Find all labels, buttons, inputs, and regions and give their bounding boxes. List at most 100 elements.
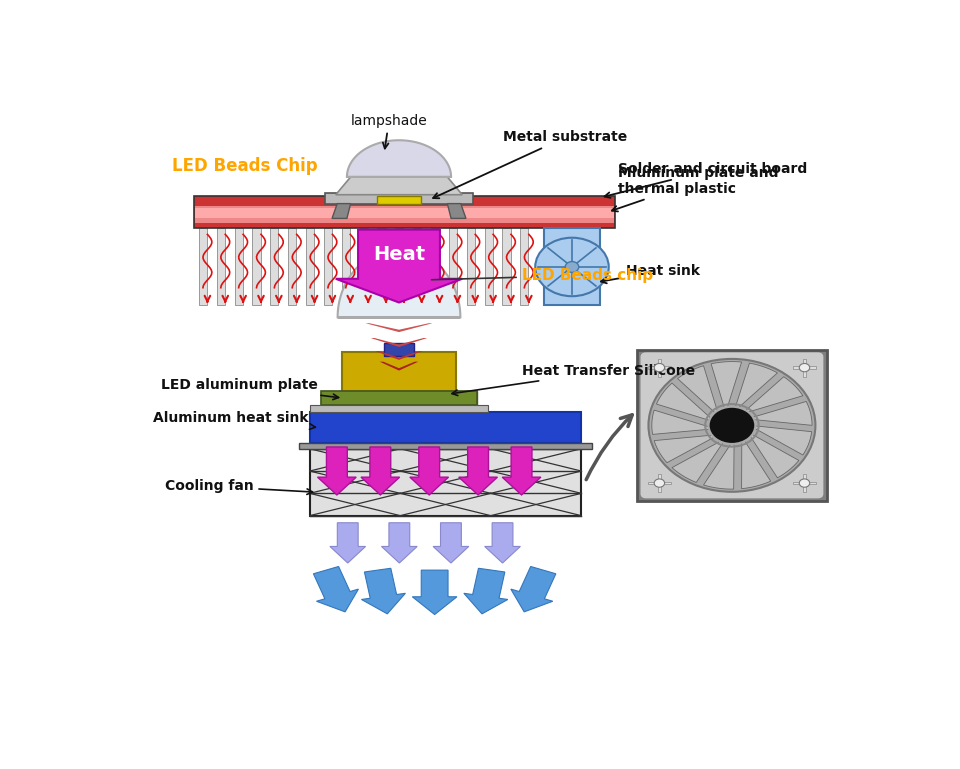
Polygon shape <box>658 358 660 377</box>
Bar <box>310 405 489 412</box>
Bar <box>310 412 581 443</box>
Polygon shape <box>678 366 717 413</box>
Circle shape <box>800 479 809 488</box>
Bar <box>310 449 581 516</box>
Circle shape <box>536 238 609 296</box>
FancyBboxPatch shape <box>637 350 827 501</box>
Text: Aluminum heat sink: Aluminum heat sink <box>154 411 316 429</box>
FancyBboxPatch shape <box>544 228 600 305</box>
Bar <box>449 228 457 305</box>
Text: LED Beads Chip: LED Beads Chip <box>172 158 318 175</box>
Bar <box>321 391 477 405</box>
Polygon shape <box>366 323 432 332</box>
Text: Heat Transfer Silicone: Heat Transfer Silicone <box>452 364 695 395</box>
Bar <box>502 228 511 305</box>
Bar <box>252 228 260 305</box>
Polygon shape <box>741 441 771 488</box>
Polygon shape <box>371 338 427 347</box>
Text: Heat: Heat <box>372 245 425 264</box>
Polygon shape <box>381 523 418 563</box>
Polygon shape <box>318 447 356 495</box>
Bar <box>306 228 314 305</box>
Polygon shape <box>375 351 422 360</box>
Polygon shape <box>464 568 508 614</box>
Text: Solder and circuit board: Solder and circuit board <box>605 162 807 198</box>
Polygon shape <box>735 363 778 408</box>
Bar <box>299 443 592 449</box>
Bar <box>485 228 492 305</box>
Polygon shape <box>485 523 520 563</box>
Polygon shape <box>410 447 448 495</box>
Bar <box>199 228 207 305</box>
FancyBboxPatch shape <box>641 354 823 498</box>
Bar <box>431 228 439 305</box>
Polygon shape <box>657 383 710 421</box>
Polygon shape <box>433 523 468 563</box>
Polygon shape <box>338 249 461 318</box>
Polygon shape <box>502 447 540 495</box>
Text: Cooling fan: Cooling fan <box>165 479 313 494</box>
Bar <box>520 228 528 305</box>
Polygon shape <box>711 361 741 408</box>
Bar <box>324 193 473 204</box>
Circle shape <box>708 407 756 444</box>
Bar <box>271 228 278 305</box>
Polygon shape <box>313 567 358 612</box>
Polygon shape <box>793 482 816 484</box>
Polygon shape <box>511 567 556 612</box>
Polygon shape <box>672 441 723 482</box>
Polygon shape <box>746 377 803 412</box>
Circle shape <box>654 479 664 488</box>
Bar <box>396 228 403 305</box>
Polygon shape <box>336 177 463 195</box>
Bar <box>217 228 225 305</box>
Bar <box>376 196 421 205</box>
Bar <box>467 228 475 305</box>
Bar <box>288 228 297 305</box>
Polygon shape <box>362 568 405 614</box>
Polygon shape <box>648 367 670 369</box>
Bar <box>413 228 421 305</box>
Text: Metal substrate: Metal substrate <box>433 131 628 198</box>
Text: LED aluminum plate: LED aluminum plate <box>161 378 339 400</box>
Polygon shape <box>753 401 812 425</box>
Bar <box>377 228 386 305</box>
Polygon shape <box>652 410 709 434</box>
Polygon shape <box>803 474 806 492</box>
FancyBboxPatch shape <box>342 351 456 392</box>
Text: LED Beads chip: LED Beads chip <box>432 268 653 283</box>
Polygon shape <box>336 230 463 302</box>
Polygon shape <box>793 367 816 369</box>
Polygon shape <box>751 434 799 478</box>
Circle shape <box>565 261 579 272</box>
Polygon shape <box>658 474 660 492</box>
Polygon shape <box>648 482 670 484</box>
Polygon shape <box>803 358 806 377</box>
Text: lampshade: lampshade <box>350 114 427 148</box>
Polygon shape <box>347 140 451 177</box>
Polygon shape <box>654 435 714 463</box>
Polygon shape <box>332 204 350 218</box>
Polygon shape <box>330 523 366 563</box>
Bar <box>234 228 243 305</box>
Polygon shape <box>704 444 734 489</box>
Bar <box>342 228 349 305</box>
Bar <box>384 343 414 356</box>
Polygon shape <box>459 447 497 495</box>
Polygon shape <box>412 570 457 614</box>
Bar <box>321 391 477 405</box>
Circle shape <box>648 359 815 492</box>
Circle shape <box>654 364 664 371</box>
Bar <box>195 208 614 218</box>
Polygon shape <box>755 426 812 455</box>
Circle shape <box>800 364 809 371</box>
Polygon shape <box>447 204 466 218</box>
Bar <box>324 228 332 305</box>
Text: Mluminum plate and
thermal plastic: Mluminum plate and thermal plastic <box>612 166 779 211</box>
Bar <box>194 196 614 228</box>
Text: Heat sink: Heat sink <box>601 264 700 283</box>
Bar <box>195 206 614 222</box>
Polygon shape <box>361 447 399 495</box>
Bar <box>360 228 368 305</box>
Polygon shape <box>379 361 419 371</box>
